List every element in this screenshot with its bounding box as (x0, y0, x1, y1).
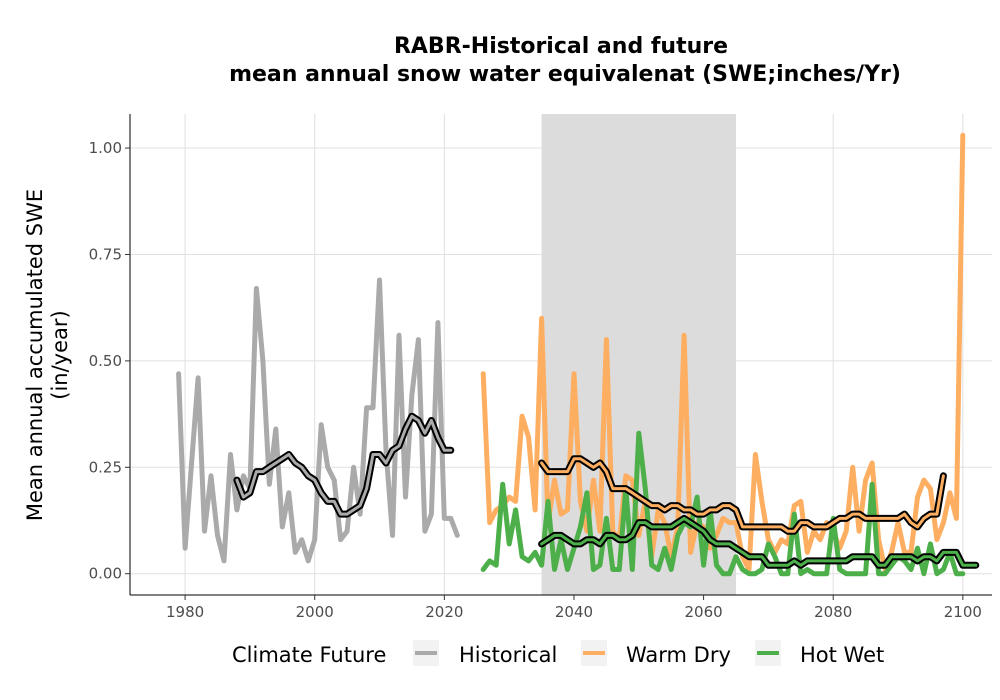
y-tick-label: 0.75 (89, 245, 122, 263)
legend: Climate Future Historical Warm Dry Hot W… (232, 640, 884, 667)
chart-title-line1: RABR-Historical and future (394, 34, 728, 59)
y-axis-title: Mean annual accumulated SWE (in/year) (23, 189, 72, 521)
legend-item-historical: Historical (413, 640, 557, 667)
plot-area: 1980 2000 2020 2040 2060 2080 2100 0.00 0.25 0.5… (89, 114, 992, 621)
series-line-hot-wet (480, 430, 966, 577)
legend-label-warm-dry: Warm Dry (626, 643, 731, 667)
legend-item-warm-dry: Warm Dry (581, 640, 731, 667)
y-axis-title-line1: Mean annual accumulated SWE (23, 189, 47, 521)
legend-label-hot-wet: Hot Wet (800, 643, 884, 667)
x-tick-label: 2100 (944, 603, 982, 621)
series-layer (176, 132, 980, 577)
series-line-warm-dry (480, 132, 966, 572)
smooth-line-hot-wet (540, 516, 978, 567)
x-tick-label: 2060 (684, 603, 722, 621)
y-tick-label: 1.00 (89, 139, 122, 157)
x-axis-ticks: 1980 2000 2020 2040 2060 2080 2100 (166, 595, 982, 621)
y-tick-label: 0.25 (89, 458, 122, 476)
x-tick-label: 2020 (425, 603, 463, 621)
x-tick-label: 2000 (296, 603, 334, 621)
y-tick-label: 0.50 (89, 352, 122, 370)
legend-item-hot-wet: Hot Wet (755, 640, 884, 667)
x-tick-label: 1980 (166, 603, 204, 621)
y-axis-ticks: 0.00 0.25 0.50 0.75 1.00 (89, 139, 130, 583)
legend-label-historical: Historical (459, 643, 557, 667)
x-tick-label: 2080 (814, 603, 852, 621)
smooth-line-historical (235, 414, 453, 516)
smooth-line-warm-dry (540, 457, 945, 533)
legend-title: Climate Future (232, 643, 386, 667)
y-axis-title-line2: (in/year) (48, 310, 72, 399)
chart-title-line2: mean annual snow water equivalenat (SWE;… (229, 62, 901, 87)
y-tick-label: 0.00 (89, 565, 122, 583)
x-tick-label: 2040 (555, 603, 593, 621)
